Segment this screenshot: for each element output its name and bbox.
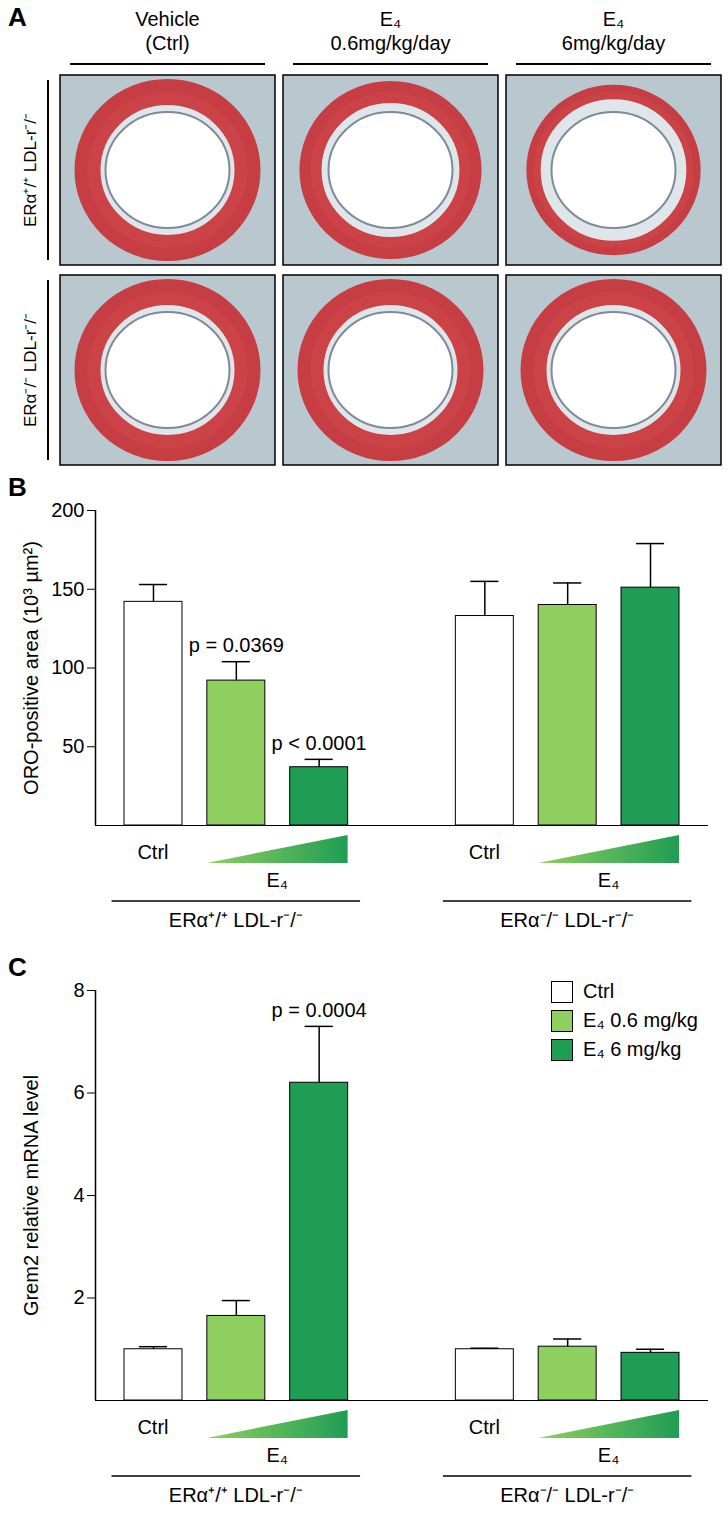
- svg-text:ORO-positive area (10³ µm²): ORO-positive area (10³ µm²): [20, 541, 42, 795]
- svg-text:E₄: E₄: [598, 869, 620, 891]
- svg-text:0.6mg/kg/day: 0.6mg/kg/day: [330, 32, 450, 54]
- svg-text:Ctrl: Ctrl: [469, 841, 500, 863]
- svg-text:E₄: E₄: [598, 1444, 620, 1466]
- svg-text:ERα⁺/⁺ LDL-r⁻/⁻: ERα⁺/⁺ LDL-r⁻/⁻: [21, 113, 40, 227]
- svg-text:2: 2: [73, 1286, 84, 1308]
- svg-text:8: 8: [73, 979, 84, 1001]
- html-text:E₄ 6 mg/kg: E₄ 6 mg/kg: [583, 1038, 682, 1060]
- svg-text:100: 100: [51, 656, 84, 678]
- svg-text:E₄: E₄: [380, 8, 402, 30]
- svg-text:ERα⁻/⁻ LDL-r⁻/⁻: ERα⁻/⁻ LDL-r⁻/⁻: [21, 313, 40, 427]
- svg-text:Ctrl: Ctrl: [137, 1416, 168, 1438]
- svg-text:6: 6: [73, 1081, 84, 1103]
- svg-text:p < 0.0001: p < 0.0001: [272, 732, 367, 754]
- html-text:B: B: [8, 472, 27, 502]
- svg-text:ERα⁻/⁻ LDL-r⁻/⁻: ERα⁻/⁻ LDL-r⁻/⁻: [500, 909, 634, 931]
- svg-text:6mg/kg/day: 6mg/kg/day: [562, 32, 665, 54]
- svg-text:50: 50: [62, 735, 84, 757]
- svg-text:4: 4: [73, 1184, 84, 1206]
- html-text:C: C: [8, 952, 27, 982]
- svg-text:E₄: E₄: [266, 1444, 288, 1466]
- html-text:Ctrl: Ctrl: [583, 980, 615, 1002]
- svg-text:200: 200: [51, 499, 84, 521]
- svg-text:ERα⁺/⁺ LDL-r⁻/⁻: ERα⁺/⁺ LDL-r⁻/⁻: [169, 1484, 303, 1506]
- svg-text:A: A: [8, 2, 27, 32]
- svg-text:Grem2 relative mRNA level: Grem2 relative mRNA level: [20, 1075, 42, 1316]
- svg-text:150: 150: [51, 578, 84, 600]
- svg-text:Ctrl: Ctrl: [469, 1416, 500, 1438]
- svg-text:Vehicle: Vehicle: [135, 8, 200, 30]
- svg-text:(Ctrl): (Ctrl): [145, 32, 189, 54]
- svg-text:E₄: E₄: [603, 8, 625, 30]
- svg-text:ERα⁻/⁻ LDL-r⁻/⁻: ERα⁻/⁻ LDL-r⁻/⁻: [500, 1484, 634, 1506]
- svg-text:Ctrl: Ctrl: [137, 841, 168, 863]
- svg-text:p = 0.0369: p = 0.0369: [189, 634, 284, 656]
- svg-text:p = 0.0004: p = 0.0004: [272, 999, 367, 1021]
- html-text:E₄ 0.6 mg/kg: E₄ 0.6 mg/kg: [583, 1009, 698, 1031]
- svg-text:E₄: E₄: [266, 869, 288, 891]
- svg-text:ERα⁺/⁺ LDL-r⁻/⁻: ERα⁺/⁺ LDL-r⁻/⁻: [169, 909, 303, 931]
